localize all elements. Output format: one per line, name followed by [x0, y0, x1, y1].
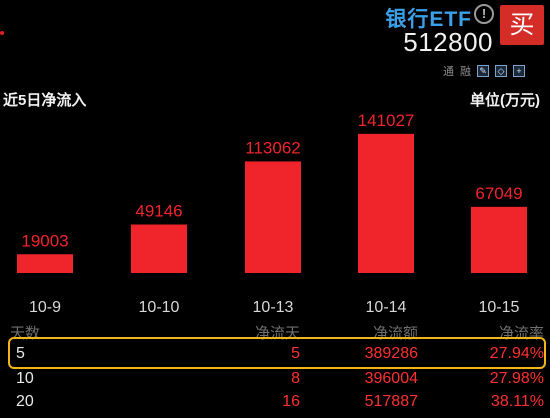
row-inflow-days: 5 [291, 345, 300, 362]
row-rate: 38.11% [490, 393, 544, 410]
toolbar-item-tong[interactable]: 通 [443, 65, 454, 78]
bar-value-label: 67049 [475, 184, 522, 203]
buy-button[interactable]: 买 [500, 5, 544, 45]
toolbar: 通 融 ✎ ◇ + [443, 63, 525, 78]
highlight-box [8, 337, 546, 369]
row-inflow-days: 8 [291, 370, 300, 387]
edit-icon[interactable]: ✎ [477, 64, 489, 77]
row-amount: 389286 [364, 345, 418, 362]
row-amount: 396004 [364, 370, 418, 387]
x-tick-label: 10-10 [139, 299, 180, 316]
chart-icon[interactable]: ◇ [495, 64, 507, 77]
x-tick-label: 10-14 [366, 299, 407, 316]
x-tick-label: 10-13 [253, 299, 294, 316]
row-rate: 27.98% [489, 370, 544, 387]
row-inflow-days: 16 [282, 393, 300, 410]
add-icon[interactable]: + [513, 64, 525, 77]
section-title: 近5日净流入 [3, 92, 87, 109]
table-row[interactable]: 5 5 389286 27.94% [0, 345, 550, 365]
x-tick-label: 10-9 [29, 299, 61, 316]
net-inflow-bar-chart: 19003 10-9 49146 10-10 113062 10-13 141027 10-1… [17, 111, 527, 316]
unit-label: 单位(万元) [470, 92, 540, 109]
table-row[interactable]: 10 8 396004 27.98% [0, 370, 550, 390]
bar-10-13 [245, 161, 301, 273]
bar-value-label: 113062 [245, 138, 300, 157]
bar-10-10 [131, 224, 187, 273]
toolbar-item-rong[interactable]: 融 [460, 65, 471, 78]
header: 银行ETF ! 买 512800 通 融 ✎ ◇ + [0, 0, 550, 82]
bar-10-9 [17, 254, 73, 273]
row-rate: 27.94% [489, 345, 544, 362]
bar-value-label: 141027 [358, 111, 415, 130]
row-days: 10 [16, 370, 34, 387]
x-tick-label: 10-15 [479, 299, 520, 316]
bar-10-14 [358, 133, 414, 273]
row-amount: 517887 [364, 393, 418, 410]
table-row[interactable]: 20 16 517887 38.11% [0, 393, 550, 413]
status-dot [0, 31, 4, 35]
stock-name: 银行ETF [385, 8, 472, 31]
stock-code: 512800 [403, 27, 493, 57]
row-days: 20 [16, 393, 34, 410]
bar-value-label: 49146 [135, 202, 182, 221]
row-days: 5 [16, 345, 25, 362]
info-circle-icon[interactable]: ! [474, 4, 494, 24]
bar-value-label: 19003 [21, 231, 68, 250]
bar-10-15 [471, 206, 527, 273]
